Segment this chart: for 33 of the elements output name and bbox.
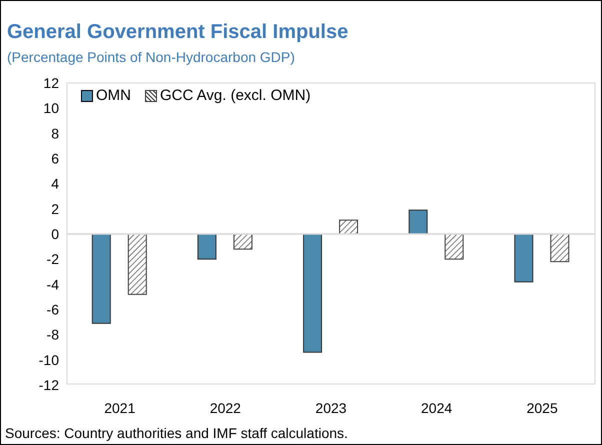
x-tick-label: 2024 bbox=[421, 400, 452, 416]
x-tick-label: 2021 bbox=[104, 400, 136, 416]
x-tick-label: 2025 bbox=[526, 400, 558, 416]
y-tick-label: -8 bbox=[46, 326, 60, 343]
bar bbox=[303, 234, 322, 353]
y-tick-label: -6 bbox=[46, 301, 60, 318]
y-tick-label: 4 bbox=[51, 176, 60, 192]
legend-label: OMN bbox=[96, 87, 131, 104]
y-tick-label: 8 bbox=[51, 125, 60, 142]
x-tick-label: 2023 bbox=[315, 400, 347, 416]
chart-title: General Government Fiscal Impulse bbox=[7, 21, 348, 44]
y-tick-label: 2 bbox=[51, 200, 60, 217]
bar bbox=[92, 234, 111, 324]
y-tick-label: 10 bbox=[43, 100, 60, 116]
bar bbox=[339, 220, 358, 234]
y-tick-label: -10 bbox=[38, 352, 60, 368]
bar bbox=[514, 234, 534, 282]
y-tick-label: -2 bbox=[46, 251, 60, 268]
y-tick-label: 6 bbox=[51, 150, 60, 166]
y-tick-label: 0 bbox=[51, 226, 60, 242]
y-tick-label: 12 bbox=[43, 74, 60, 91]
bar bbox=[444, 234, 464, 260]
x-tick-label: 2022 bbox=[210, 400, 242, 416]
legend-label: GCC Avg. (excl. OMN) bbox=[160, 87, 311, 104]
bar bbox=[128, 234, 147, 295]
y-tick-label: -12 bbox=[38, 376, 60, 393]
source-note: Sources: Country authorities and IMF staff calculations. bbox=[5, 425, 348, 441]
chart-subtitle: (Percentage Points of Non-Hydrocarbon GDP) bbox=[7, 49, 295, 65]
bar bbox=[550, 234, 570, 262]
y-tick-label: -4 bbox=[46, 276, 60, 292]
bar bbox=[408, 210, 428, 234]
bar bbox=[197, 234, 216, 260]
bar bbox=[233, 234, 252, 250]
